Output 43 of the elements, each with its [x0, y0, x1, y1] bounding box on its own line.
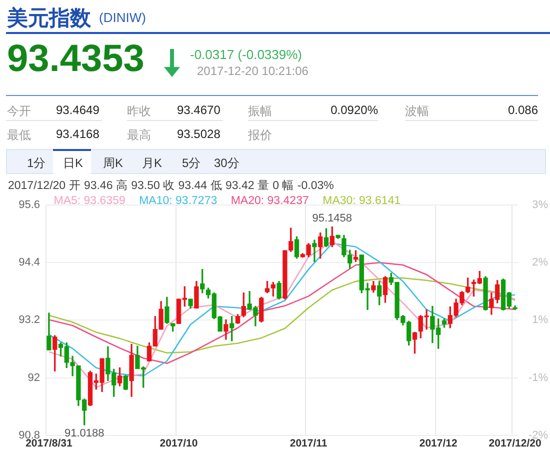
text: 0.0920% — [330, 103, 378, 117]
text: 93.4168 — [56, 127, 100, 141]
text: 周K — [103, 155, 124, 172]
annotation: 91.0188 — [64, 427, 104, 440]
text: MA10: 93.7273 — [139, 194, 218, 207]
text: MA30: 93.6141 — [322, 194, 401, 207]
x-tick-label: 2017/11 — [290, 438, 328, 450]
text: 93.4353 — [7, 38, 144, 81]
text: 报价 — [248, 127, 272, 144]
text: 0.086 — [508, 103, 538, 117]
x-tick-label: 2017/8/31 — [26, 438, 72, 450]
y-tick-label: 95.6 — [18, 199, 40, 212]
text: 3% — [532, 199, 548, 212]
text: -0.0317 (-0.0339%) — [190, 47, 302, 62]
text: 2% — [532, 256, 548, 269]
annotation: 95.1458 — [312, 212, 352, 224]
text: 93.5028 — [177, 127, 220, 141]
text: 30分 — [214, 155, 240, 172]
text: (DINIW) — [99, 10, 146, 25]
text: 月K — [142, 155, 162, 172]
text: 2017/12/20 开 93.46 高 93.50 收 93.44 低 93.42 量 0 幅 -0.03% — [8, 178, 334, 193]
text: 美元指数 — [7, 6, 91, 32]
y-tick-label: 93.2 — [18, 314, 40, 326]
text: 5分 — [182, 155, 201, 172]
text: 振幅 — [248, 103, 272, 120]
x-tick-label: 2017/10 — [160, 438, 198, 450]
y-tick-label: 94.4 — [18, 256, 40, 269]
text: 93.4670 — [177, 103, 220, 117]
text: MA20: 93.4237 — [230, 194, 309, 207]
text: 今开 — [7, 103, 31, 120]
text: 2017-12-20 10:21:06 — [197, 64, 308, 78]
text: 93.4649 — [56, 103, 100, 117]
text: 昨收 — [127, 103, 151, 120]
text: 波幅 — [405, 103, 429, 120]
text: 1% — [532, 314, 548, 326]
text: 1分 — [27, 155, 46, 172]
y-tick-label: 92 — [28, 372, 40, 384]
text: 最低 — [7, 127, 31, 144]
text: MA5: 93.6359 — [54, 194, 126, 207]
x-tick-label: 2017/12 — [419, 438, 458, 450]
text: -1% — [528, 372, 548, 384]
text: 日K — [63, 155, 84, 172]
text: 最高 — [127, 127, 151, 144]
